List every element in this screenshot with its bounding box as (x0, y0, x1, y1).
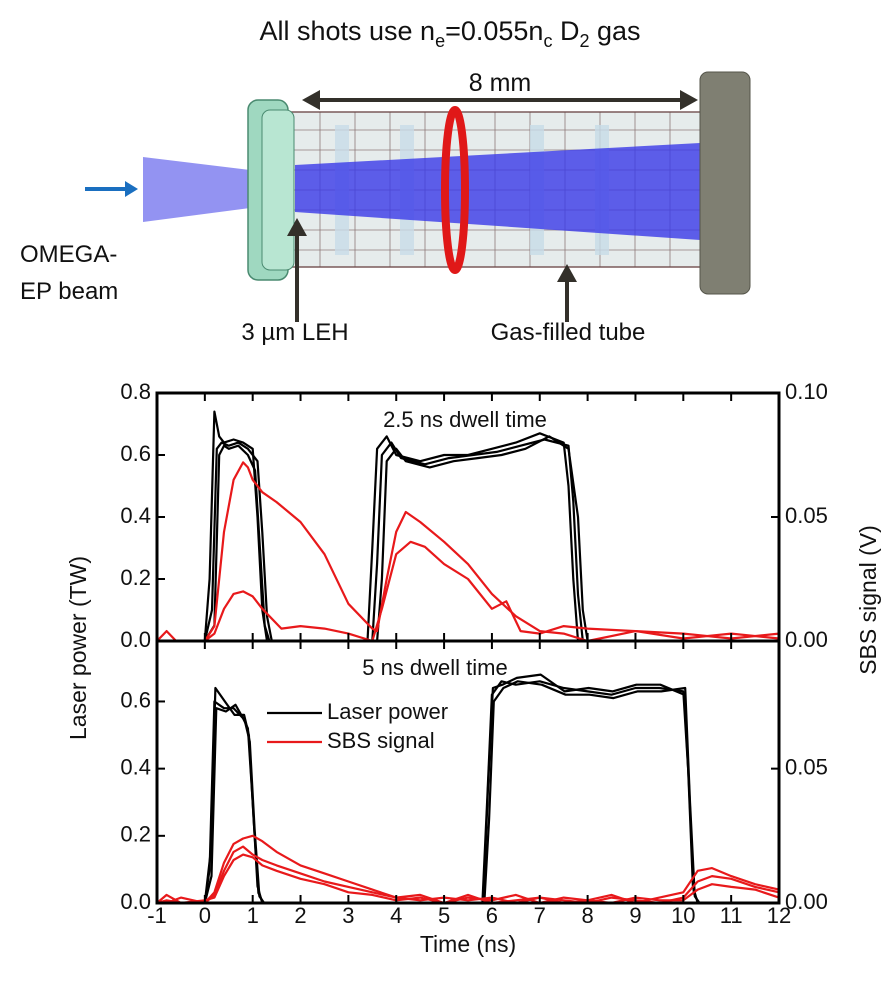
data-line (157, 438, 779, 643)
beam-in-tube (295, 143, 700, 240)
y-axis-label: Laser power (TW) (65, 556, 91, 740)
x-tick-label: 7 (534, 903, 546, 928)
beam-label: EP beam (20, 278, 118, 305)
data-line (157, 673, 779, 905)
x-tick-label: 6 (486, 903, 498, 928)
panel-title: 2.5 ns dwell time (383, 407, 547, 432)
x-tick-label: 9 (629, 903, 641, 928)
title-part: D (552, 16, 579, 46)
x-tick-label: 1 (247, 903, 259, 928)
x-tick-label: 3 (342, 903, 354, 928)
beam-arrowhead (125, 181, 138, 197)
dimension-label: 8 mm (469, 69, 532, 97)
data-line (204, 540, 780, 643)
panel-title: 5 ns dwell time (362, 655, 508, 680)
dimension-arrowhead (680, 90, 698, 110)
title-part: All shots use n (259, 16, 435, 46)
title-part: gas (589, 16, 640, 46)
dimension-arrowhead (302, 90, 320, 110)
data-line (156, 834, 780, 905)
x-tick-label: 12 (767, 903, 791, 928)
y2-tick-label: 0.00 (785, 627, 828, 652)
y2-tick-label: 0.05 (785, 754, 828, 779)
y-tick-label: 0.2 (120, 565, 151, 590)
x-tick-label: 10 (671, 903, 695, 928)
beam-label: OMEGA- (20, 241, 117, 268)
y-tick-label: 0.4 (120, 754, 151, 779)
tube-label: Gas-filled tube (491, 319, 646, 346)
y2-axis-label: SBS signal (V) (855, 525, 881, 675)
title-sub: e (435, 31, 445, 51)
x-tick-label: 8 (581, 903, 593, 928)
data-line (157, 435, 779, 643)
tube-arrowhead (557, 264, 577, 282)
incoming-beam (143, 157, 250, 222)
end-cap (699, 71, 751, 295)
x-tick-label: 2 (294, 903, 306, 928)
data-line (157, 410, 779, 643)
y2-tick-label: 0.00 (785, 889, 828, 914)
figure-title: All shots use ne=0.055nc D2 gas (259, 16, 640, 51)
red-ring (441, 106, 469, 274)
x-tick-label: 4 (390, 903, 402, 928)
leh-arrowhead (287, 218, 307, 236)
y2-tick-label: 0.05 (785, 503, 828, 528)
flange-inner (261, 109, 295, 271)
legend-label: SBS signal (327, 728, 435, 753)
title-sub: c (543, 31, 552, 51)
y-tick-label: 0.6 (120, 687, 151, 712)
plot-frame (155, 639, 781, 905)
x-tick-label: -1 (147, 903, 167, 928)
y-tick-label: 0.4 (120, 503, 151, 528)
x-tick-label: 0 (199, 903, 211, 928)
y-tick-label: 0.8 (120, 379, 151, 404)
y-tick-label: 0.2 (120, 822, 151, 847)
y-tick-label: 0.6 (120, 441, 151, 466)
y-tick-label: 0.0 (120, 627, 151, 652)
legend-label: Laser power (327, 699, 448, 724)
target-diagram: 8 mm OMEGA- EP beam 3 µm LEH Gas-filled … (20, 69, 751, 346)
data-line (156, 461, 780, 643)
title-sub: 2 (579, 31, 589, 51)
x-axis-label: Time (ns) (420, 931, 516, 957)
x-tick-label: 5 (438, 903, 450, 928)
x-tick-label: 11 (720, 903, 743, 928)
title-part: =0.055n (445, 16, 543, 46)
y2-tick-label: 0.10 (785, 379, 828, 404)
leh-label: 3 µm LEH (241, 319, 348, 346)
data-line (157, 680, 779, 905)
data-line (156, 853, 780, 905)
y-tick-label: 0.0 (120, 889, 151, 914)
